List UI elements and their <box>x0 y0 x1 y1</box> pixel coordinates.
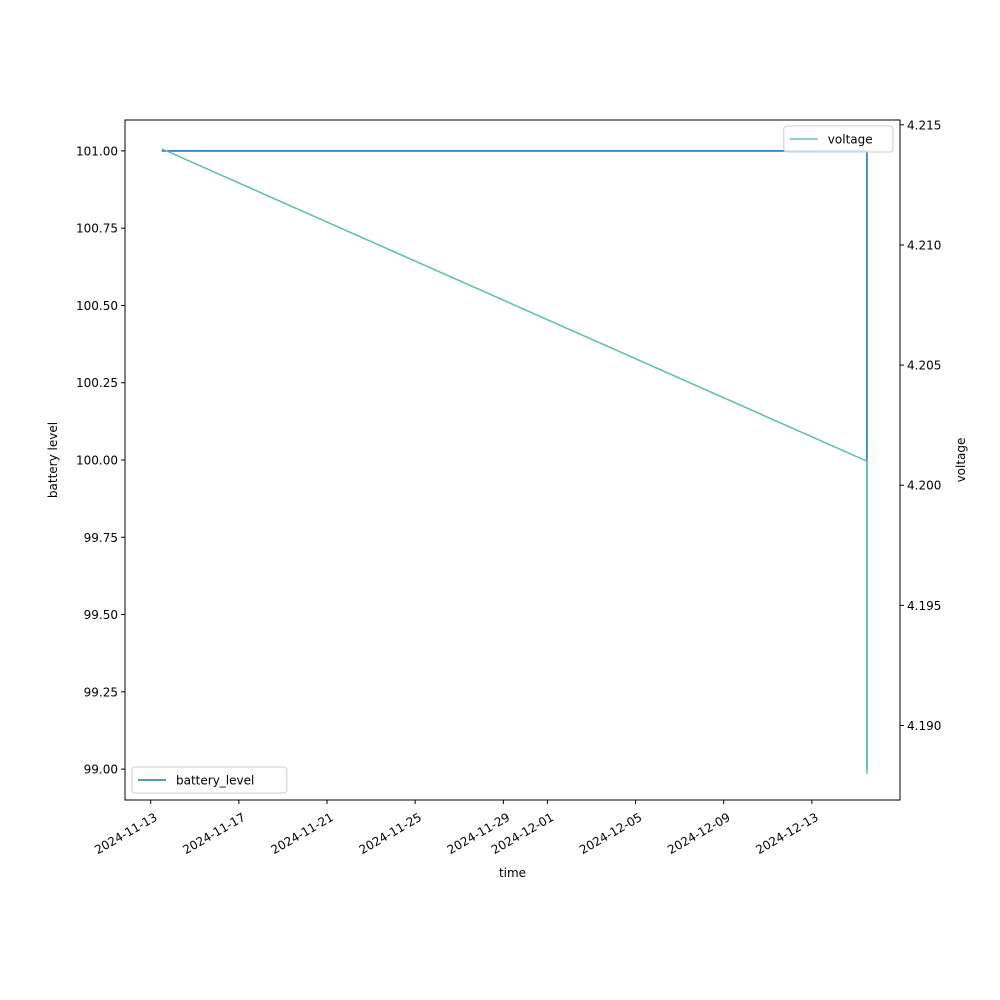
y-left-tick-label: 99.75 <box>84 531 118 545</box>
y-left-tick-label: 100.00 <box>76 454 118 468</box>
y-axis-left: 99.00 99.25 99.50 99.75 100.00 100.25 100.50 10… <box>76 144 125 777</box>
y-right-tick-label: 4.210 <box>907 238 941 252</box>
legend-label: voltage <box>828 133 873 147</box>
y-left-tick-label: 99.50 <box>84 608 118 622</box>
legends: battery_level voltage <box>131 125 894 794</box>
series-line-voltage <box>161 148 868 774</box>
y-right-tick-label: 4.205 <box>907 359 941 373</box>
y-left-tick-label: 100.25 <box>76 376 118 390</box>
y-left-tick-label: 99.25 <box>84 685 118 699</box>
legend-box <box>783 125 894 153</box>
legend-voltage: voltage <box>783 125 894 153</box>
y-left-tick-label: 100.75 <box>76 222 118 236</box>
y-axis-left-label: battery level <box>46 422 60 498</box>
legend-battery_level: battery_level <box>131 766 288 794</box>
y-axis-right: 4.190 4.195 4.200 4.205 4.210 4.215 <box>900 118 941 733</box>
y-axis-right-label: voltage <box>954 438 968 483</box>
x-axis-label: time <box>499 866 526 880</box>
y-right-tick-label: 4.190 <box>907 719 941 733</box>
y-left-tick-label: 100.50 <box>76 299 118 313</box>
y-right-tick-label: 4.200 <box>907 479 941 493</box>
legend-box <box>131 766 288 794</box>
y-left-tick-label: 101.00 <box>76 144 118 158</box>
y-right-tick-label: 4.195 <box>907 599 941 613</box>
y-left-tick-label: 99.00 <box>84 763 118 777</box>
y-right-tick-label: 4.215 <box>907 118 941 132</box>
legend-label: battery_level <box>176 774 254 788</box>
